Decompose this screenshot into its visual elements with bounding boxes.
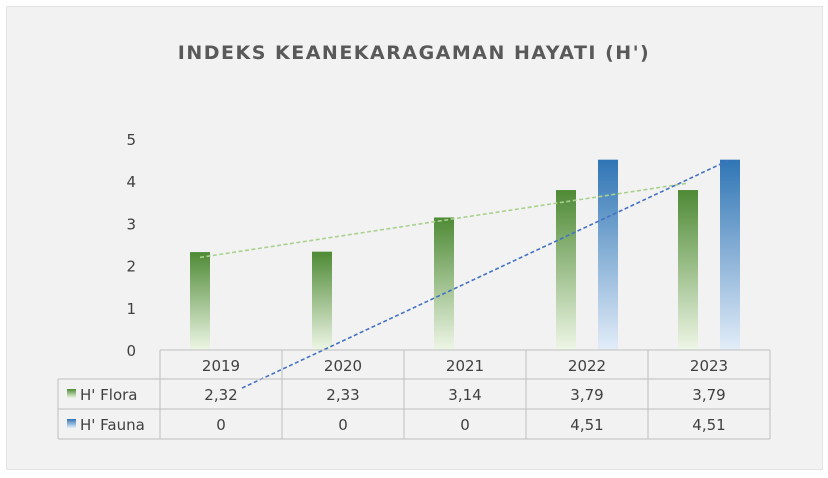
data-label: 0: [338, 416, 348, 434]
data-label: 4,51: [692, 416, 725, 434]
trendline-flora: [199, 182, 689, 259]
bar-flora-2019: [190, 252, 210, 350]
bar-flora-2023: [678, 190, 698, 350]
legend-key-fauna: [67, 419, 76, 428]
x-tick-label: 2019: [202, 357, 240, 375]
data-label: 3,79: [570, 386, 603, 404]
data-label: 3,79: [692, 386, 725, 404]
data-label: 0: [216, 416, 226, 434]
y-tick-label: 5: [126, 131, 136, 149]
data-label: 0: [460, 416, 470, 434]
chart-title: INDEKS KEANEKARAGAMAN HAYATI (H'): [177, 42, 651, 64]
x-tick-label: 2021: [446, 357, 484, 375]
legend-key-flora: [67, 389, 76, 398]
x-tick-label: 2020: [324, 357, 362, 375]
y-tick-label: 1: [126, 300, 136, 318]
bar-fauna-2022: [598, 159, 618, 350]
y-tick-label: 0: [126, 342, 136, 360]
trendline-fauna: [241, 158, 731, 389]
y-tick-label: 4: [126, 173, 136, 191]
data-label: 4,51: [570, 416, 603, 434]
bar-flora-2022: [556, 190, 576, 350]
data-label: 2,33: [326, 386, 359, 404]
bar-flora-2021: [434, 217, 454, 350]
legend-entry: H' Flora: [80, 386, 138, 404]
bar-flora-2020: [312, 251, 332, 350]
x-tick-label: 2022: [568, 357, 606, 375]
y-tick-label: 2: [126, 258, 136, 276]
data-label: 2,32: [204, 386, 237, 404]
x-tick-label: 2023: [690, 357, 728, 375]
bar-fauna-2023: [720, 159, 740, 350]
data-label: 3,14: [448, 386, 481, 404]
y-tick-label: 3: [126, 215, 136, 233]
legend-entry: H' Fauna: [80, 416, 145, 434]
